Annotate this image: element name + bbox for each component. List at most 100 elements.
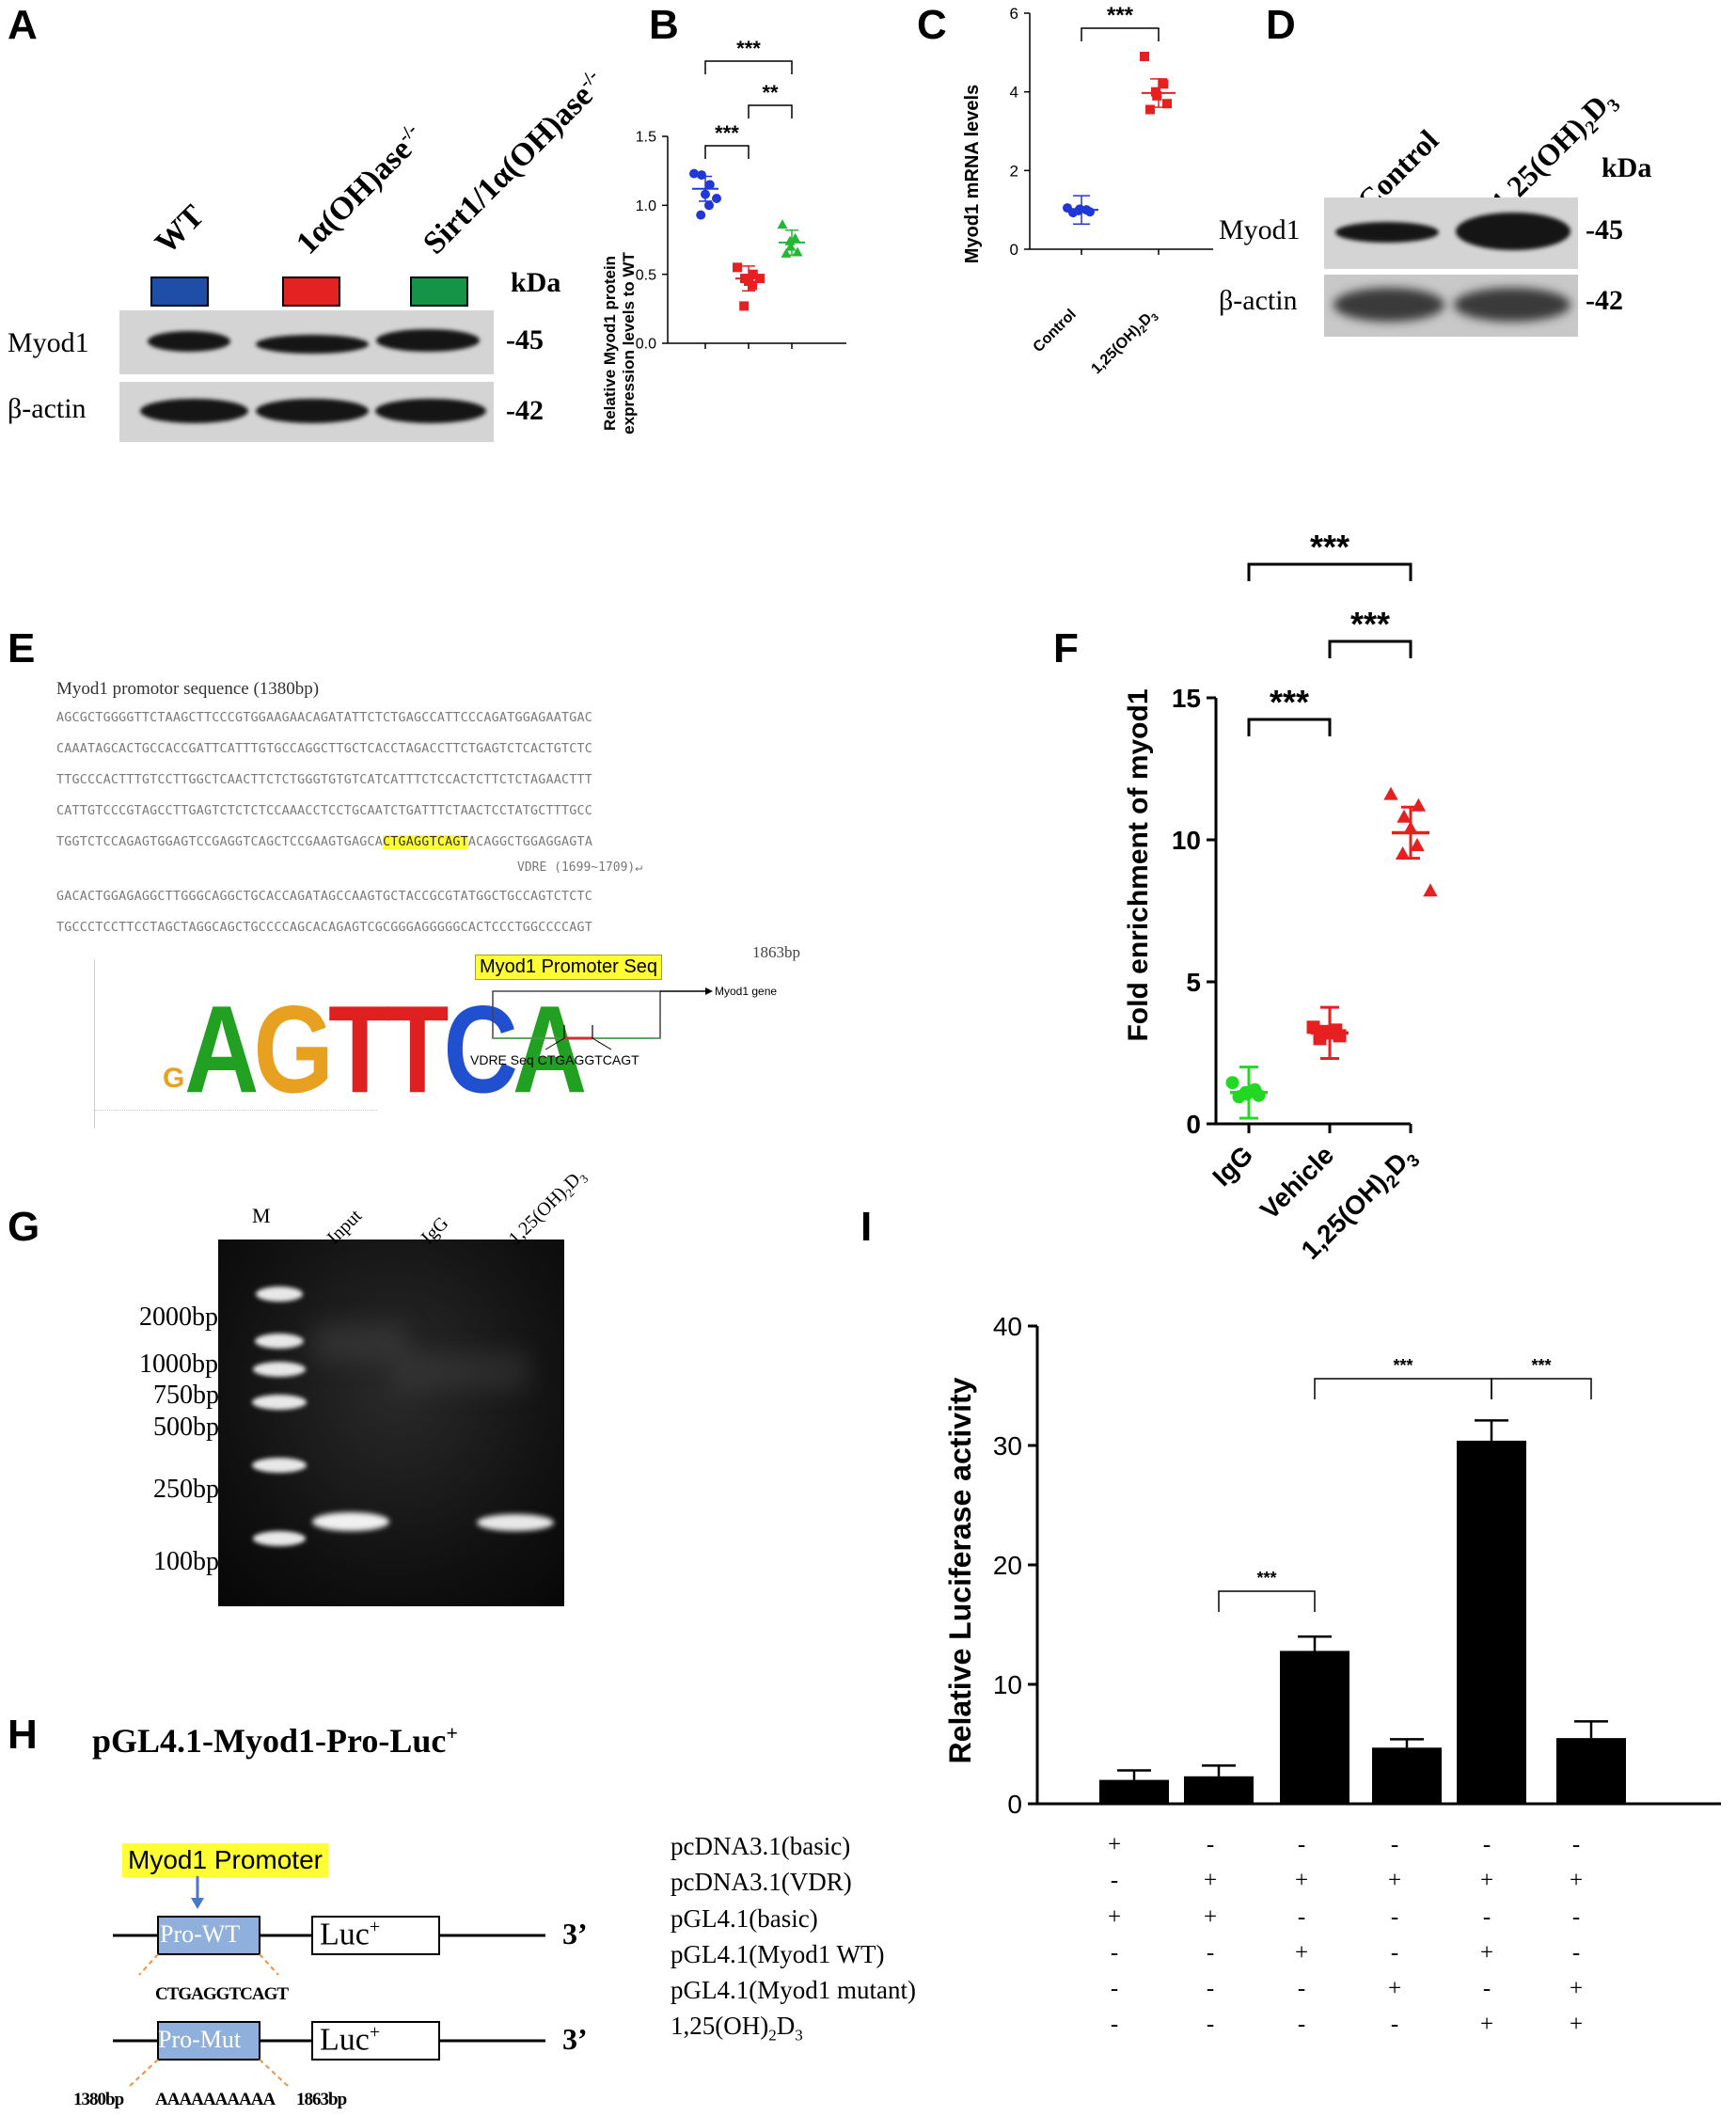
panel-label-b: B [649,2,679,48]
condition-row-label: pGL4.1(Myod1 WT) [671,1940,885,1968]
condition-cell: - [1571,1904,1581,1930]
x-label-f: IgG [1207,1140,1258,1192]
condition-cell: + [1479,1940,1494,1966]
condition-cell: + [1107,1904,1122,1930]
significance-label: *** [1393,1356,1412,1375]
data-point [733,262,742,273]
kda-42-a: -42 [506,395,544,426]
row-label-actin-a: β-actin [8,393,87,424]
condition-cell: - [1482,1976,1491,2001]
y-tick-label: 1.0 [636,198,656,214]
motif-letter: T [328,980,391,1119]
condition-cell: + [1203,1904,1218,1930]
vitd-band [477,1514,554,1531]
gene-label: Myod1 gene [715,985,777,998]
lane-color-sirt1 [410,276,468,307]
kda-42-d: -42 [1586,285,1623,316]
significance-label: *** [736,38,761,60]
data-point [712,194,721,203]
panel-label-a: A [8,2,38,48]
data-point [777,219,788,229]
row-label-actin-d: β-actin [1219,285,1298,316]
ylabel-b-line2: expression levels to WT [620,252,638,434]
lane-label-sirt1: Sirt1/1α(OH)ase-/- [417,65,603,261]
y-tick-label: 0.5 [636,267,656,283]
marker-750: 750bp [153,1381,219,1410]
seq-line-4: CATTGTCCCGTAGCCTTGAGTCTCTCTCCAAACCTCCTGC… [56,804,593,818]
gel-lane-m: M [252,1204,271,1227]
bar [1372,1747,1442,1804]
gel-image [218,1240,564,1606]
condition-cell: + [1294,1940,1309,1966]
data-point [1225,1076,1239,1090]
condition-row-label: 1,25(OH)2D3 [671,2012,803,2045]
bar [1184,1776,1254,1804]
condition-cell: - [1206,2012,1215,2037]
x-label-vitd: 1,25(OH)2D3 [1088,307,1161,380]
y-tick-label: 0 [1186,1110,1201,1139]
kda-45-d: -45 [1586,214,1623,245]
motif-letter: C [443,980,517,1119]
chart-c: 0 2 4 6 *** Control 1,25(OH)2D3 Myod1 mRNA lev… [962,3,1213,380]
wt-seq: CTGAGGTCAGT [155,1984,289,2004]
bar [1457,1440,1526,1804]
ladder-band [255,1334,304,1349]
seq-line-7: TGCCCTCCTTCCTAGCTAGGCAGCTGCCCCAGCACAGAGT… [56,921,593,935]
motif-letter: G [253,980,334,1119]
condition-row-label: pGL4.1(basic) [671,1904,818,1933]
mut-seq: AAAAAAAAAA [155,2090,276,2109]
condition-cell: - [1297,1976,1306,2001]
ylabel-c: Myod1 mRNA levels [962,85,983,263]
significance-label: *** [1256,1569,1276,1587]
condition-cell: - [1390,1940,1399,1966]
data-point [1383,786,1398,800]
myod1-blot-d [1324,197,1578,269]
bp-start: 1380bp [73,2090,124,2109]
pro-wt-label: Pro-WT [160,1920,241,1948]
significance-bracket [1247,562,1412,581]
data-point [1313,1032,1327,1046]
ladder-band [253,1531,306,1546]
data-point [1423,883,1438,897]
condition-cell: - [1110,1940,1119,1966]
ylabel-f: Fold enrichment of myod1 [1123,688,1154,1041]
significance-label: ** [762,81,779,104]
data-point [1306,1020,1320,1034]
data-point [704,200,714,211]
motif-letter: A [184,980,259,1119]
lane-color-1aohase [282,276,340,307]
data-point [1159,79,1169,89]
motif-letter: A [512,980,587,1119]
condition-cell: - [1110,2012,1119,2037]
seq-line-2: CAAATAGCACTGCCACCGATTCATTTGTGCCAGGCTTGCT… [56,742,593,756]
data-point [790,232,801,243]
motif-letter: T [386,980,449,1119]
condition-cell: + [1203,1868,1218,1893]
significance-bracket [704,60,793,74]
lane-label-wt: WT [149,198,212,261]
data-point [1152,90,1162,101]
significance-bracket [1081,27,1160,41]
condition-cell: - [1390,1832,1399,1857]
condition-cell: + [1569,1976,1584,2001]
condition-row-label: pGL4.1(Myod1 mutant) [671,1976,916,2004]
condition-cell: - [1206,1976,1215,2001]
condition-cell: - [1110,1868,1119,1893]
significance-label: *** [715,121,739,145]
seq-line-3: TTGCCCACTTTGTCCTTGGCTCAACTTCTCTGGGTGTGTC… [56,773,593,787]
three-prime-wt: 3’ [562,1917,588,1950]
significance-bracket [1328,640,1412,658]
myod1-blot-a [119,310,494,374]
significance-bracket [704,145,750,159]
data-point [748,280,757,291]
marker-500: 500bp [153,1413,219,1442]
y-tick-label: 5 [1186,968,1201,997]
y-tick-label: 10 [993,1670,1022,1699]
vdre-highlight: CTGAGGTCAGT [383,835,468,849]
ladder-band [252,1458,307,1473]
data-point [1411,797,1427,812]
y-tick-label: 20 [993,1551,1022,1580]
bar [1099,1779,1169,1804]
y-tick-label: 10 [1172,826,1201,855]
